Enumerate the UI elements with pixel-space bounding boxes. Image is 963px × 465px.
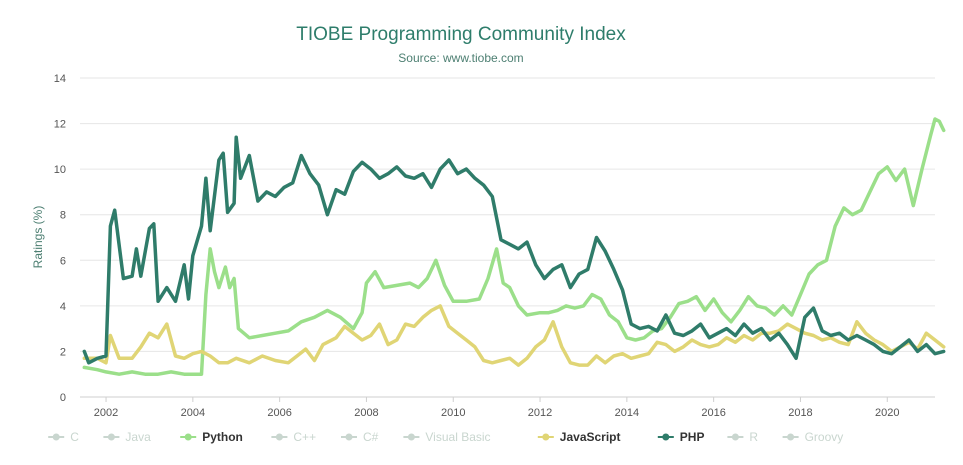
x-tick-label: 2018: [788, 407, 812, 419]
x-tick-label: 2004: [181, 407, 205, 419]
chart-title: TIOBE Programming Community Index: [296, 24, 626, 45]
x-tick-label: 2002: [94, 407, 118, 419]
legend-marker: [345, 433, 353, 441]
x-tick-label: 2008: [354, 407, 378, 419]
legend-item-python[interactable]: Python: [180, 430, 243, 444]
x-tick-label: 2016: [701, 407, 725, 419]
chart-subtitle: Source: www.tiobe.com: [398, 51, 523, 65]
y-tick-label: 2: [60, 346, 66, 358]
legend-item-groovy[interactable]: Groovy: [782, 430, 844, 444]
legend-item-php[interactable]: PHP: [657, 430, 705, 444]
legend-item-javascript[interactable]: JavaScript: [537, 430, 621, 444]
legend-marker: [275, 433, 283, 441]
x-tick-label: 2014: [615, 407, 639, 419]
series-lines: [82, 117, 946, 376]
y-tick-label: 8: [60, 210, 66, 222]
y-tick-label: 12: [54, 119, 66, 131]
y-tick-label: 6: [60, 255, 66, 267]
x-tick-label: 2020: [875, 407, 899, 419]
y-tick-label: 0: [60, 392, 66, 404]
legend-label: Python: [202, 430, 243, 444]
legend-label: Visual Basic: [425, 430, 490, 444]
legend-marker: [407, 433, 415, 441]
legend-label: PHP: [680, 430, 705, 444]
x-tick-label: 2012: [528, 407, 552, 419]
legend-item-c[interactable]: C#: [341, 430, 379, 444]
legend-item-c[interactable]: C: [48, 430, 79, 444]
legend-label: C++: [293, 430, 316, 444]
legend-label: R: [749, 430, 758, 444]
legend-label: C: [70, 430, 79, 444]
legend-marker: [52, 433, 60, 441]
legend-marker: [731, 433, 739, 441]
legend-marker: [184, 433, 192, 441]
legend-marker: [542, 433, 550, 441]
series-line-python: [82, 117, 946, 376]
y-tick-label: 10: [54, 164, 66, 176]
y-tick-label: 4: [60, 301, 66, 313]
legend-label: Groovy: [805, 430, 844, 444]
legend-marker: [107, 433, 115, 441]
series-line-php: [82, 135, 946, 365]
legend-label: C#: [363, 430, 379, 444]
legend-item-r[interactable]: R: [727, 430, 758, 444]
x-tick-label: 2010: [441, 407, 465, 419]
y-tick-label: 14: [54, 73, 66, 85]
gridlines: [80, 77, 935, 398]
legend-item-java[interactable]: Java: [103, 430, 151, 444]
y-axis-ticks: 0 2 4 6 8 10 12 14: [54, 73, 66, 404]
y-axis-label: Ratings (%): [31, 206, 45, 269]
legend-marker: [662, 433, 670, 441]
x-tick-label: 2006: [267, 407, 291, 419]
legend-item-c[interactable]: C++: [271, 430, 316, 444]
x-axis-ticks: 2002 2004 2006 2008 2010 2012 2014 2016 2018 2020: [94, 397, 900, 419]
series-line-javascript: [82, 304, 946, 367]
legend-label: JavaScript: [560, 430, 621, 444]
legend-marker: [787, 433, 795, 441]
legend-item-visual-basic[interactable]: Visual Basic: [403, 430, 491, 444]
legend-label: Java: [125, 430, 151, 444]
legend: C Java Python C++ C# Visual Basic JavaScript PH…: [48, 430, 843, 444]
